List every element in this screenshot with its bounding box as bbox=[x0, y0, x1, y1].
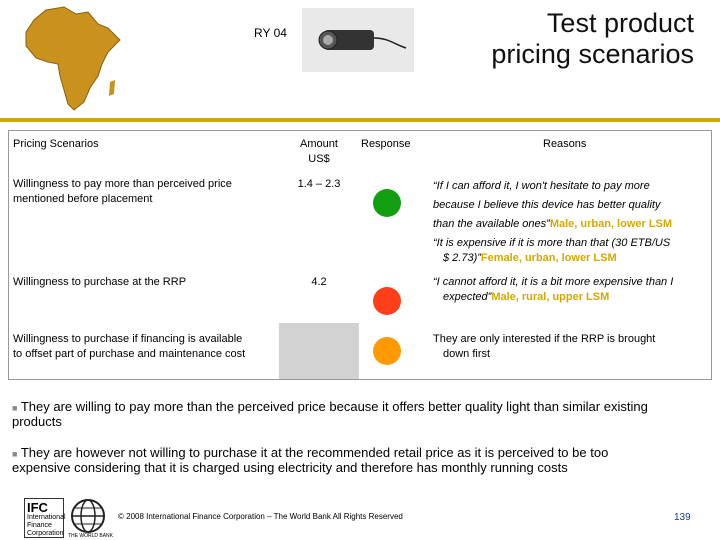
response-dot-red bbox=[373, 287, 401, 315]
bullet-square-icon: ■ bbox=[12, 403, 18, 413]
amount-empty-cell bbox=[279, 323, 359, 379]
page-title: Test product pricing scenarios bbox=[491, 8, 694, 69]
page-number: 139 bbox=[674, 512, 691, 523]
table-row-amount: 1.4 – 2.3 bbox=[297, 178, 341, 190]
table-row-reason: “I cannot afford it, it is a bit more ex… bbox=[433, 276, 674, 303]
table-row-scenario: Willingness to pay more than perceived p… bbox=[13, 178, 232, 205]
pricing-table: Pricing Scenarios Amount US$ Response Re… bbox=[8, 130, 712, 380]
ifc-logo: IFC International Finance Corporation bbox=[24, 498, 66, 538]
report-code: RY 04 bbox=[254, 26, 287, 40]
column-header-scenarios: Pricing Scenarios bbox=[13, 138, 99, 150]
table-row-reason: They are only interested if the RRP is b… bbox=[433, 333, 656, 360]
africa-map-icon bbox=[25, 6, 121, 111]
column-header-response: Response bbox=[361, 138, 411, 150]
table-row-scenario: Willingness to purchase at the RRP bbox=[13, 276, 187, 288]
table-row-scenario: Willingness to purchase if financing is … bbox=[13, 333, 246, 360]
bullet-point: ■ They are willing to pay more than the … bbox=[12, 399, 648, 429]
table-row-amount: 4.2 bbox=[311, 276, 327, 288]
header-divider bbox=[0, 118, 720, 122]
world-bank-logo-icon bbox=[71, 499, 105, 533]
column-header-amount: Amount US$ bbox=[300, 138, 338, 165]
response-dot-green bbox=[373, 189, 401, 217]
flashlight-icon bbox=[318, 30, 407, 50]
bullet-point: ■ They are however not willing to purcha… bbox=[12, 445, 609, 475]
copyright-text: © 2008 International Finance Corporation… bbox=[118, 512, 403, 521]
world-bank-name: THE WORLD BANK bbox=[68, 533, 114, 539]
response-dot-orange bbox=[373, 337, 401, 365]
table-row-reason: “If I can afford it, I won't hesitate to… bbox=[433, 180, 673, 230]
bullet-square-icon: ■ bbox=[12, 449, 18, 459]
product-photo bbox=[302, 8, 414, 72]
column-header-reasons: Reasons bbox=[543, 138, 587, 150]
table-row-reason: “It is expensive if it is more than that… bbox=[433, 237, 671, 264]
